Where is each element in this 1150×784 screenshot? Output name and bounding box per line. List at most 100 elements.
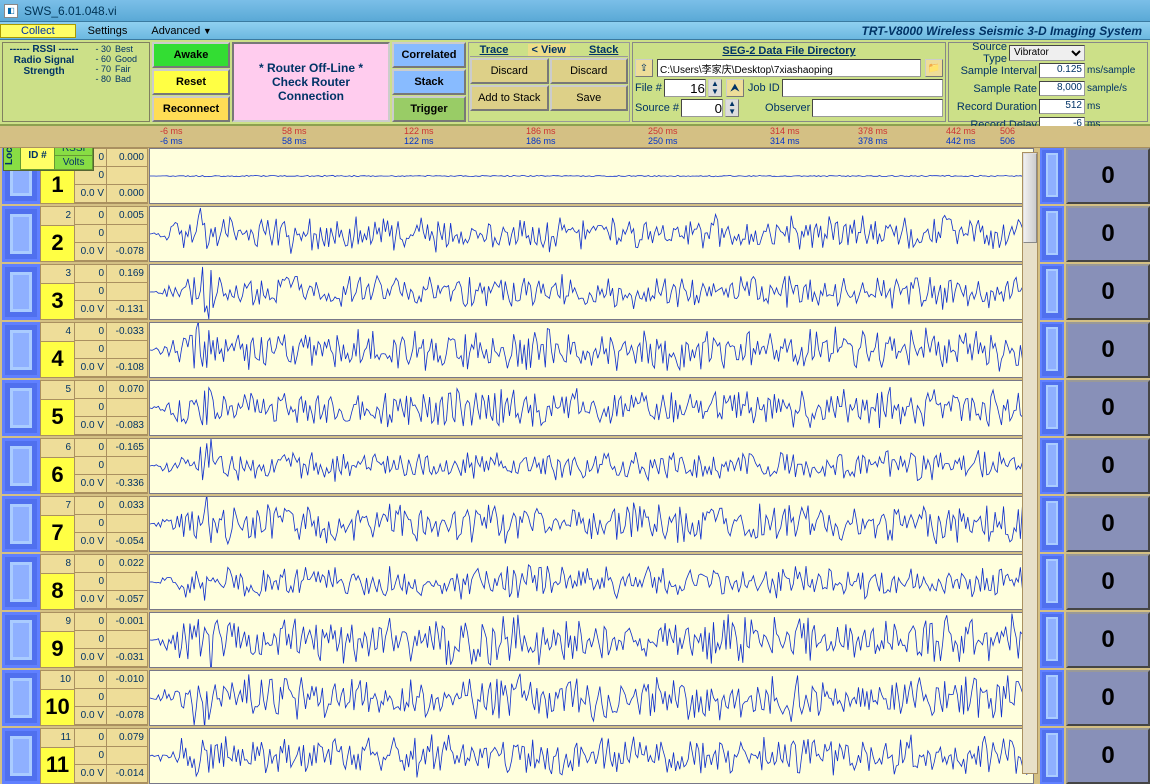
channel-right-indicator[interactable] [1040, 322, 1064, 378]
source-spinner[interactable]: ▲▼ [725, 99, 739, 117]
reconnect-button[interactable]: Reconnect [152, 96, 230, 122]
channel-indicator[interactable] [2, 380, 40, 436]
channel-row: 55000.0 V0.070-0.083 0 [2, 380, 1150, 436]
waveform-display[interactable] [149, 554, 1034, 610]
path-icon[interactable]: ⇪ [635, 59, 653, 77]
file-spinner[interactable]: ▲▼ [708, 79, 722, 97]
channel-info: 1010000.0 V-0.010-0.078 [40, 670, 148, 726]
seg-panel: SEG-2 Data File Directory ⇪ 📁 File # ▲▼ … [632, 42, 946, 122]
channel-indicator[interactable] [2, 438, 40, 494]
channel-number: 2 [41, 226, 74, 261]
channel-right-value: 0 [1066, 438, 1150, 494]
channel-info: 88000.0 V0.022-0.057 [40, 554, 148, 610]
menubar: Collect Settings Advanced TRT-V8000 Wire… [0, 22, 1150, 40]
channel-right-value: 0 [1066, 380, 1150, 436]
awake-button[interactable]: Awake [152, 42, 230, 68]
waveform-display[interactable] [149, 612, 1034, 668]
waveform-display[interactable] [149, 322, 1034, 378]
channel-row: 1010000.0 V-0.010-0.078 0 [2, 670, 1150, 726]
source-panel: Source Type Vibrator Sample Interval0.12… [948, 42, 1148, 122]
timescale: -6 ms-6 ms58 ms58 ms122 ms122 ms186 ms18… [0, 126, 1150, 148]
source-number-input[interactable] [681, 99, 723, 117]
channel-number: 10 [41, 690, 74, 725]
channel-right-indicator[interactable] [1040, 380, 1064, 436]
waveform-display[interactable] [149, 670, 1034, 726]
channel-info: 66000.0 V-0.165-0.336 [40, 438, 148, 494]
channel-info: 22000.0 V0.005-0.078 [40, 206, 148, 262]
vi-icon: ◧ [4, 4, 18, 18]
channel-info: 55000.0 V0.070-0.083 [40, 380, 148, 436]
channel-indicator[interactable] [2, 206, 40, 262]
channel-number: 7 [41, 516, 74, 551]
source-type-select[interactable]: Vibrator [1009, 45, 1085, 61]
channel-right-indicator[interactable] [1040, 206, 1064, 262]
observer-input[interactable] [812, 99, 943, 117]
vertical-scrollbar[interactable] [1022, 152, 1038, 774]
trace-header[interactable]: Trace [480, 44, 509, 56]
channel-right-indicator[interactable] [1040, 438, 1064, 494]
waveform-display[interactable] [149, 380, 1034, 436]
correlated-button[interactable]: Correlated [392, 42, 466, 68]
channel-indicator[interactable] [2, 264, 40, 320]
path-input[interactable] [657, 59, 921, 77]
channel-right-value: 0 [1066, 322, 1150, 378]
channel-number: 1 [41, 168, 74, 203]
discard-trace-button[interactable]: Discard [470, 58, 549, 84]
channel-row: 88000.0 V0.022-0.057 0 [2, 554, 1150, 610]
channel-right-value: 0 [1066, 554, 1150, 610]
waveform-display[interactable] [149, 264, 1034, 320]
channel-right-indicator[interactable] [1040, 148, 1064, 204]
waveform-display[interactable] [149, 148, 1034, 204]
channel-right-indicator[interactable] [1040, 264, 1064, 320]
channel-info: 77000.0 V0.033-0.054 [40, 496, 148, 552]
channel-right-indicator[interactable] [1040, 496, 1064, 552]
channel-indicator[interactable] [2, 496, 40, 552]
channel-right-value: 0 [1066, 670, 1150, 726]
view-button[interactable]: < View [528, 44, 570, 56]
menu-settings[interactable]: Settings [76, 25, 140, 37]
channel-row: 66000.0 V-0.165-0.336 0 [2, 438, 1150, 494]
file-number-input[interactable] [664, 79, 706, 97]
channel-row: 44000.0 V-0.033-0.1080 [2, 322, 1150, 378]
channel-indicator[interactable] [2, 322, 40, 378]
discard-stack-button[interactable]: Discard [550, 58, 629, 84]
stack-header[interactable]: Stack [589, 44, 618, 56]
channel-indicator[interactable] [2, 612, 40, 668]
channel-row: 99000.0 V-0.001-0.031 0 [2, 612, 1150, 668]
channel-right-value: 0 [1066, 496, 1150, 552]
channels-area: 11000.0 V0.0000.000022000.0 V0.005-0.078… [0, 148, 1150, 784]
channel-right-value: 0 [1066, 148, 1150, 204]
channel-right-value: 0 [1066, 264, 1150, 320]
waveform-display[interactable] [149, 206, 1034, 262]
menu-advanced[interactable]: Advanced [139, 25, 223, 37]
channel-info: 99000.0 V-0.001-0.031 [40, 612, 148, 668]
channel-right-value: 0 [1066, 206, 1150, 262]
job-id-input[interactable] [782, 79, 943, 97]
channel-indicator[interactable] [2, 554, 40, 610]
waveform-display[interactable] [149, 496, 1034, 552]
channel-indicator[interactable] [2, 670, 40, 726]
channel-number: 9 [41, 632, 74, 667]
router-status: * Router Off-Line *Check Router Connecti… [232, 42, 390, 122]
channel-right-indicator[interactable] [1040, 612, 1064, 668]
channel-number: 11 [41, 748, 74, 783]
stack-button[interactable]: Stack [392, 69, 466, 95]
channel-right-indicator[interactable] [1040, 670, 1064, 726]
add-to-stack-button[interactable]: Add to Stack [470, 85, 549, 111]
channel-right-indicator[interactable] [1040, 554, 1064, 610]
trace-stack-panel: Trace < View Stack Discard Discard Add t… [468, 42, 630, 122]
menu-collect[interactable]: Collect [0, 24, 76, 38]
save-button[interactable]: Save [550, 85, 629, 111]
reset-button[interactable]: Reset [152, 69, 230, 95]
up-icon[interactable]: ⮝ [726, 79, 744, 97]
channel-row: 33000.0 V0.169-0.131 0 [2, 264, 1150, 320]
channel-number: 3 [41, 284, 74, 319]
rssi-box: ------ RSSI ------Radio SignalStrength -… [2, 42, 150, 122]
trigger-button[interactable]: Trigger [392, 96, 466, 122]
browse-icon[interactable]: 📁 [925, 59, 943, 77]
channel-row: 77000.0 V0.033-0.054 0 [2, 496, 1150, 552]
channel-right-value: 0 [1066, 612, 1150, 668]
waveform-display[interactable] [149, 438, 1034, 494]
channel-info: 33000.0 V0.169-0.131 [40, 264, 148, 320]
channel-number: 6 [41, 458, 74, 493]
